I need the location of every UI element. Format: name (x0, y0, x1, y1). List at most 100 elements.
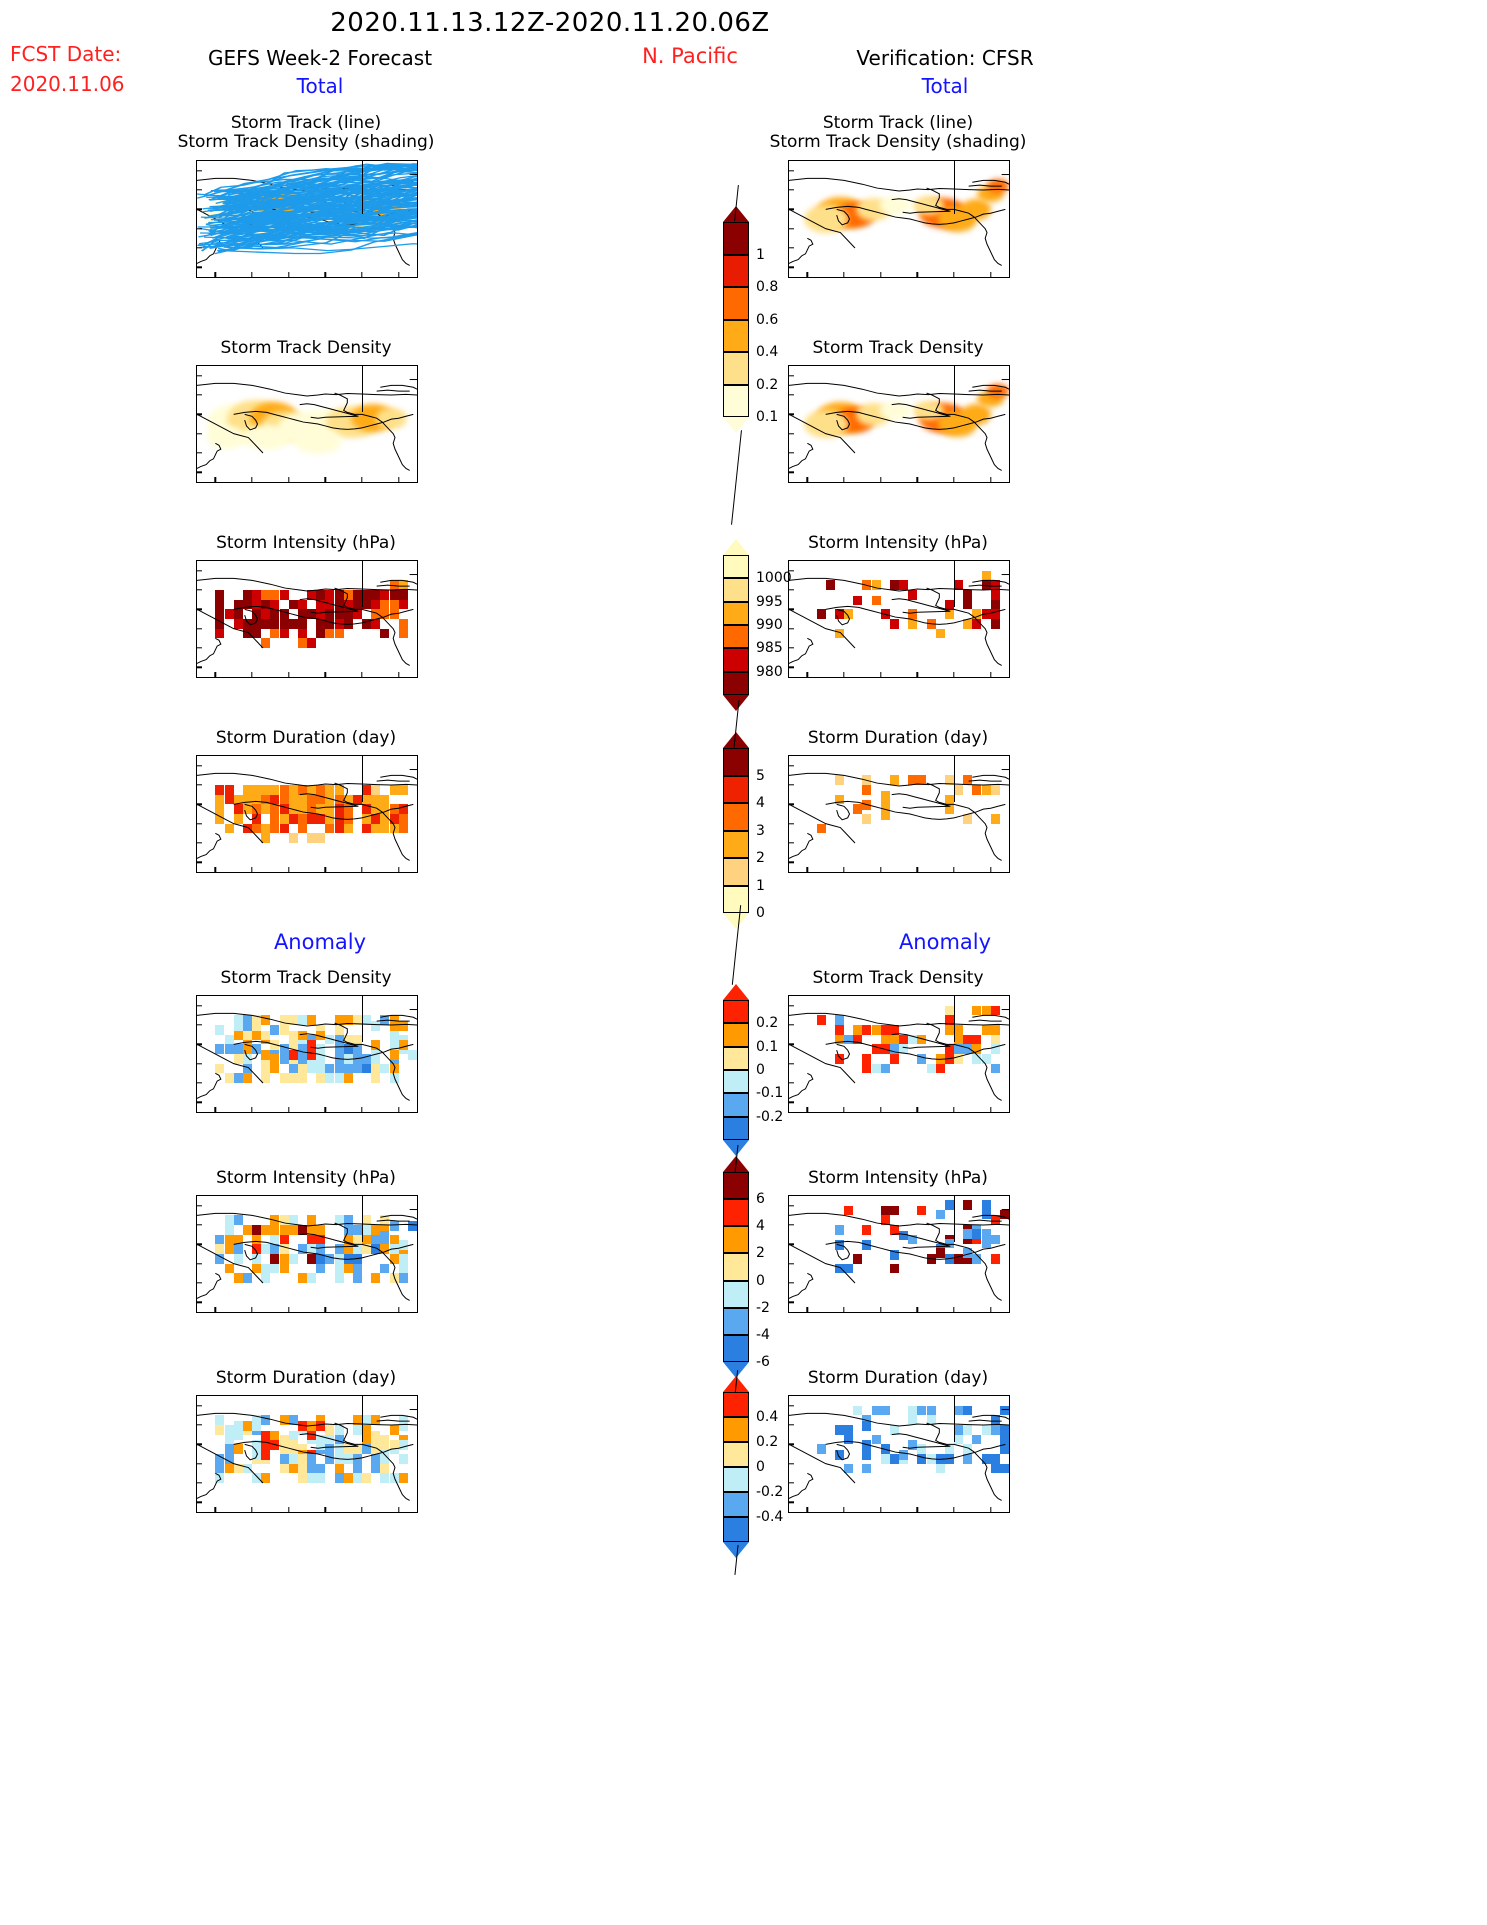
map-fcst-anom-intensity: 80N70N60N50N40N30N140E160E180160W140W120… (196, 1195, 418, 1313)
grid-cell (316, 619, 326, 629)
grid-cell (307, 1463, 317, 1474)
grid-cell (261, 619, 271, 629)
grid-cell (325, 590, 335, 600)
grid-cell (990, 1234, 1000, 1245)
grid-cell (926, 1415, 936, 1425)
map-shading (197, 1196, 417, 1312)
grid-cell (215, 804, 225, 814)
grid-cell (270, 1040, 280, 1051)
panel-title-verif-track: Storm Track (line) Storm Track Density (… (769, 113, 1027, 152)
grid-cell (334, 1473, 344, 1483)
meridian-line (954, 366, 955, 413)
grid-cell (917, 1444, 927, 1454)
grid-cell (307, 1273, 317, 1283)
grid-cell (279, 590, 289, 600)
x-tickmark (989, 1307, 992, 1312)
grid-cell (389, 590, 399, 600)
grid-cell (224, 1225, 234, 1235)
grid-cell (935, 1209, 945, 1220)
grid-cell (954, 1434, 964, 1445)
colorbar-tick-label: -0.2 (756, 1484, 784, 1500)
grid-cell (880, 790, 890, 801)
grid-cell (352, 1234, 362, 1245)
colorbar-tick-label: 1 (756, 246, 765, 263)
grid-cell (844, 1263, 854, 1274)
grid-cell (380, 628, 390, 639)
y-tickmark (197, 247, 202, 249)
grid-cell (371, 1054, 381, 1064)
y-tickmark (789, 1443, 794, 1446)
grid-cell (279, 814, 289, 824)
x-tickmark (214, 272, 217, 277)
grid-cell (316, 1434, 326, 1445)
grid-cell (371, 814, 381, 824)
grid-cell (288, 1215, 298, 1225)
grid-cell (334, 599, 344, 610)
x-tickmark (251, 1107, 253, 1112)
grid-cell (279, 1044, 289, 1054)
grid-cell (288, 1030, 298, 1041)
y-tickmark (789, 374, 794, 377)
grid-cell (334, 1263, 344, 1274)
x-tickmark (324, 272, 327, 277)
grid-cell (343, 619, 353, 629)
grid-cell (834, 1425, 844, 1435)
x-tickmark (361, 477, 363, 482)
y-tickmark (789, 1301, 794, 1304)
grid-cell (972, 1034, 982, 1045)
grid-cell (371, 1273, 381, 1283)
grid-cell (224, 1234, 234, 1245)
grid-cell (288, 599, 298, 610)
grid-cell (889, 1454, 899, 1464)
colorbar-tick-label: 0.8 (756, 279, 779, 295)
grid-cell (963, 1405, 973, 1416)
grid-cell (279, 1073, 289, 1083)
x-tickmark (879, 272, 882, 277)
grid-cell (325, 599, 335, 610)
grid-cell (380, 599, 390, 610)
grid-cell (270, 794, 280, 805)
grid-cell (334, 1073, 344, 1083)
grid-cell (343, 590, 353, 600)
grid-cell (389, 823, 399, 834)
colorbar-tick-label: 2 (756, 1245, 765, 1262)
grid-cell (215, 619, 225, 629)
grid-cell (362, 785, 372, 795)
panel-title-fcst-track: Storm Track (line) Storm Track Density (… (177, 113, 435, 152)
grid-cell (944, 1005, 954, 1016)
grid-cell (362, 1054, 372, 1064)
x-tickmark (397, 1307, 400, 1312)
grid-cell (279, 1244, 289, 1254)
grid-cell (252, 1440, 262, 1451)
y-tickmark (197, 1243, 202, 1246)
grid-cell (371, 599, 381, 610)
x-tickmark (397, 1107, 400, 1112)
x-tickmark (397, 477, 400, 482)
x-tickmark (806, 1107, 809, 1112)
x-tickmark (806, 1307, 809, 1312)
colorbar-tick-label: 3 (756, 822, 765, 839)
grid-cell (963, 1444, 973, 1454)
grid-cell (398, 1473, 408, 1483)
grid-cell (233, 1234, 243, 1245)
x-tickmark (251, 272, 253, 277)
y-tickmark (789, 784, 794, 786)
map-fcst-duration: 80N70N60N50N40N30N140E160E180160W140W120… (196, 755, 418, 873)
grid-cell (261, 599, 271, 610)
grid-cell (880, 800, 890, 811)
y-tickmark (197, 627, 202, 630)
grid-cell (233, 1025, 243, 1035)
grid-cell (389, 1015, 399, 1025)
grid-cell (398, 823, 408, 834)
grid-cell (972, 785, 982, 795)
y-tickmark (197, 1301, 202, 1304)
grid-cell (380, 804, 390, 814)
colorbar-segment (723, 1199, 749, 1227)
grid-cell (398, 785, 408, 795)
grid-cell (242, 1025, 252, 1035)
grid-cell (316, 804, 326, 814)
grid-cell (362, 1425, 372, 1435)
right-section-anomaly: Anomaly (898, 930, 992, 954)
grid-cell (334, 1273, 344, 1283)
grid-cell (307, 1063, 317, 1074)
